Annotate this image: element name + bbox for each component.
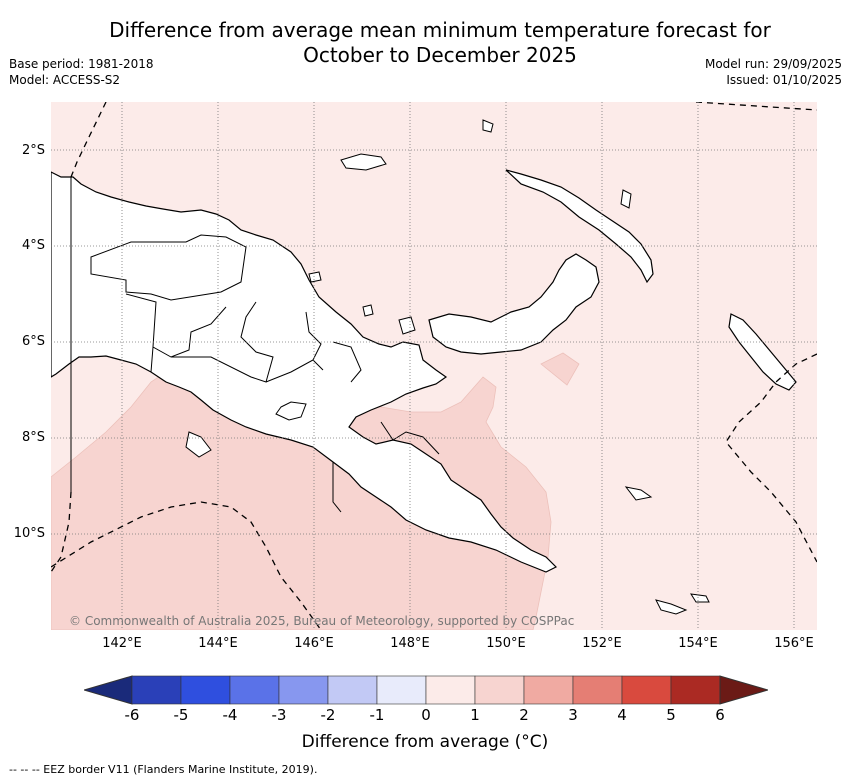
- colorbar-segment: [376, 675, 427, 705]
- model-name: Model: ACCESS-S2: [9, 73, 121, 87]
- colorbar-extend-high: [719, 675, 768, 705]
- lon-label: 144°E: [198, 636, 238, 651]
- lat-label: 8°S: [21, 430, 45, 445]
- colorbar-segment: [621, 675, 672, 705]
- warm-anomaly-region: [51, 369, 552, 630]
- new-ireland-island: [505, 169, 654, 284]
- colorbar-segment: [572, 675, 623, 705]
- province-borders: [70, 177, 440, 513]
- new-guinea-landmass: [51, 171, 558, 573]
- colorbar-segment: [327, 675, 378, 705]
- map-title: Difference from average mean minimum tem…: [90, 18, 790, 68]
- colorbar: -6 -5 -4 -3 -2 -1 0 1 2 3 4 5 6: [84, 675, 768, 724]
- colorbar-tick-label: -5: [174, 706, 189, 724]
- colorbar-tick-label: -1: [370, 706, 385, 724]
- forecast-map: © Commonwealth of Australia 2025, Bureau…: [51, 102, 817, 630]
- new-britain-island: [428, 253, 600, 355]
- colorbar-segment: [670, 675, 721, 705]
- colorbar-tick-label: -4: [223, 706, 238, 724]
- meta-left: Base period: 1981-2018 Model: ACCESS-S2: [9, 56, 154, 88]
- title-line-1: Difference from average mean minimum tem…: [109, 18, 771, 42]
- colorbar-tick-label: -6: [125, 706, 140, 724]
- model-run: Model run: 29/09/2025: [704, 57, 842, 71]
- copyright-notice: © Commonwealth of Australia 2025, Bureau…: [69, 614, 574, 628]
- title-line-2: October to December 2025: [303, 43, 577, 67]
- lon-label: 156°E: [774, 636, 814, 651]
- lat-label: 6°S: [21, 334, 45, 349]
- small-islands: [185, 119, 710, 615]
- colorbar-segment: [474, 675, 525, 705]
- meta-right: Model run: 29/09/2025 Issued: 01/10/2025: [705, 56, 842, 88]
- colorbar-segment: [131, 675, 182, 705]
- colorbar-tick-label: 5: [666, 706, 676, 724]
- colorbar-segment: [278, 675, 329, 705]
- colorbar-tick-label: -3: [272, 706, 287, 724]
- warm-anomaly-patch: [540, 352, 580, 386]
- lon-label: 146°E: [294, 636, 334, 651]
- colorbar-segment: [523, 675, 574, 705]
- colorbar-extend-low: [84, 675, 133, 705]
- lon-label: 148°E: [390, 636, 430, 651]
- colorbar-tick-label: 2: [519, 706, 529, 724]
- base-period: Base period: 1981-2018: [9, 57, 154, 71]
- lon-label: 152°E: [582, 636, 622, 651]
- lat-label: 4°S: [21, 238, 45, 253]
- issued-date: Issued: 01/10/2025: [726, 73, 842, 87]
- gridlines: [51, 102, 817, 630]
- eez-legend: -- -- -- EEZ border V11 (Flanders Marine…: [9, 763, 318, 776]
- colorbar-tick-label: 0: [421, 706, 431, 724]
- colorbar-segment: [229, 675, 280, 705]
- colorbar-label: Difference from average (°C): [301, 732, 549, 752]
- colorbar-segment: [180, 675, 231, 705]
- colorbar-tick-label: 3: [568, 706, 578, 724]
- colorbar-tick-label: 6: [715, 706, 725, 724]
- colorbar-tick-label: 1: [470, 706, 480, 724]
- lat-label: 2°S: [21, 143, 45, 158]
- lon-label: 150°E: [486, 636, 526, 651]
- colorbar-tick-label: -2: [321, 706, 336, 724]
- lon-label: 142°E: [102, 636, 142, 651]
- lon-label: 154°E: [678, 636, 718, 651]
- lat-label: 10°S: [13, 526, 45, 541]
- colorbar-tick-label: 4: [617, 706, 627, 724]
- colorbar-segment: [425, 675, 476, 705]
